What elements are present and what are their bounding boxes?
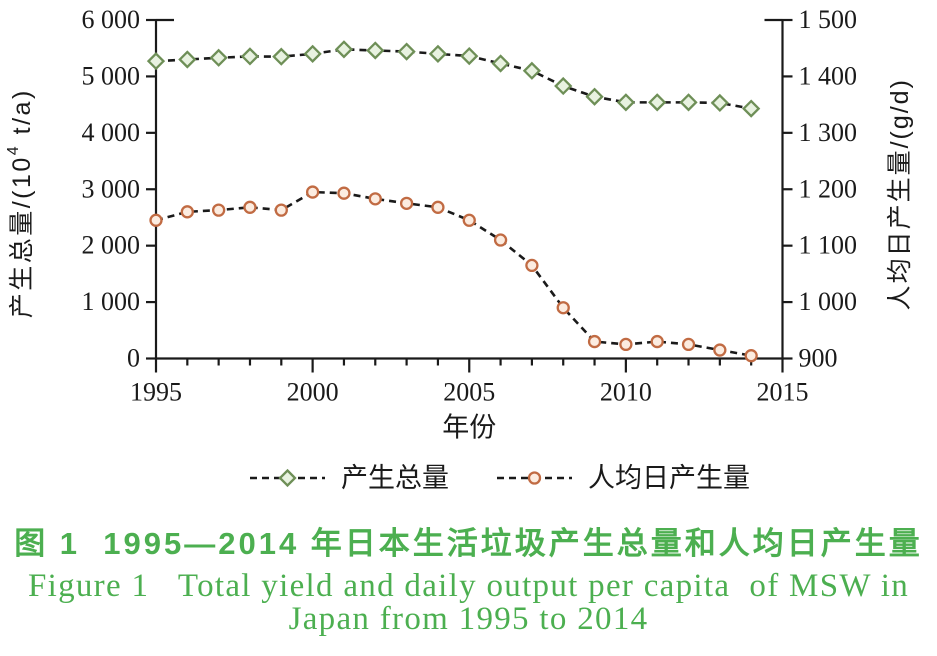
svg-text:人均日产生量/(g/d): 人均日产生量/(g/d) [886, 78, 914, 310]
svg-text:900: 900 [799, 344, 838, 373]
svg-text:年份: 年份 [442, 413, 496, 443]
svg-text:1 000: 1 000 [799, 287, 858, 316]
svg-text:6 000: 6 000 [82, 5, 141, 34]
svg-text:0: 0 [127, 344, 140, 373]
svg-text:5 000: 5 000 [82, 61, 141, 90]
svg-text:3 000: 3 000 [82, 174, 141, 203]
svg-text:1995: 1995 [130, 378, 182, 407]
svg-text:1 400: 1 400 [799, 61, 858, 90]
svg-text:1 300: 1 300 [799, 118, 858, 147]
svg-text:1 000: 1 000 [82, 287, 141, 316]
svg-text:1 200: 1 200 [799, 174, 858, 203]
svg-text:2 000: 2 000 [82, 231, 141, 260]
svg-text:2010: 2010 [600, 378, 652, 407]
svg-text:4 000: 4 000 [82, 118, 141, 147]
svg-text:1 500: 1 500 [799, 5, 858, 34]
svg-text:产生总量: 产生总量 [341, 463, 449, 493]
svg-text:人均日产生量: 人均日产生量 [588, 463, 750, 493]
svg-text:2005: 2005 [443, 378, 495, 407]
svg-text:2015: 2015 [757, 378, 809, 407]
svg-text:1 100: 1 100 [799, 231, 858, 260]
svg-text:产生总量/(104 t/a): 产生总量/(104 t/a) [5, 88, 36, 318]
svg-text:2000: 2000 [287, 378, 339, 407]
